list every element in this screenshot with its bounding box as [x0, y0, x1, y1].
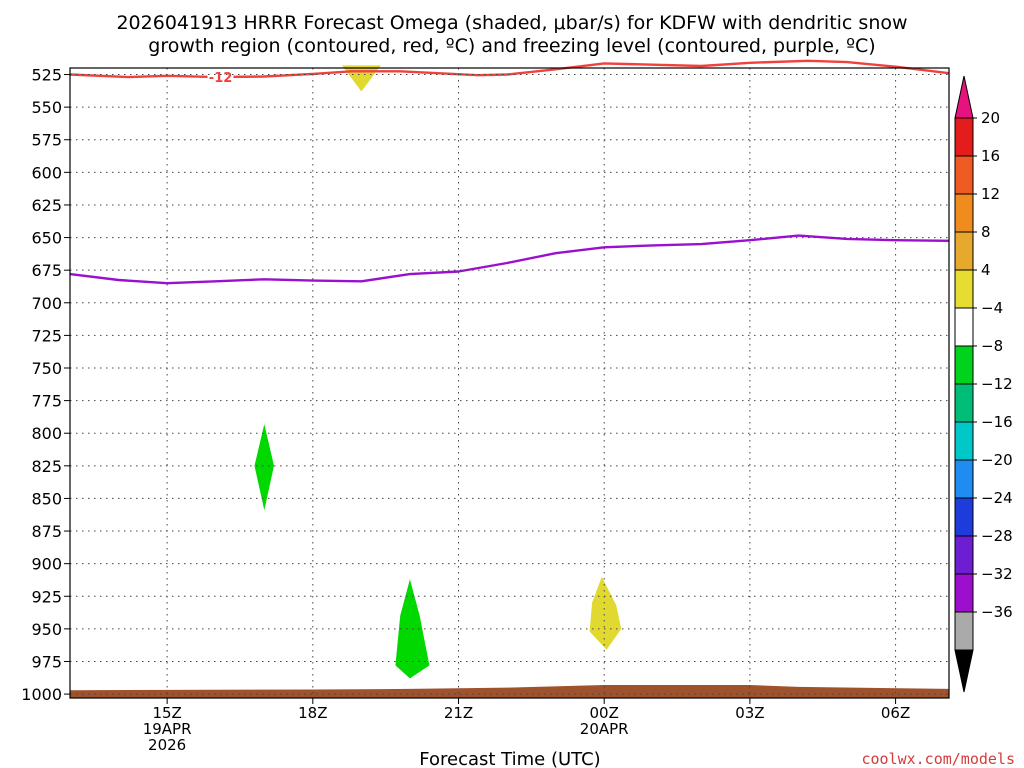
y-tick-label-12: 825: [31, 457, 62, 476]
colorbar-bottom-arrow: [954, 649, 974, 693]
y-tick-label-10: 775: [31, 392, 62, 411]
shaded-area-0: [254, 424, 274, 511]
shaded-area-4: [70, 685, 949, 698]
y-tick-label-14: 875: [31, 522, 62, 541]
y-tick-label-19: 1000: [21, 685, 62, 704]
colorbar-segment-5: [954, 307, 974, 347]
colorbar-label-7: −12: [981, 375, 1013, 393]
colorbar-segment-7: [954, 383, 974, 423]
y-tick-label-15: 900: [31, 555, 62, 574]
y-tick-label-13: 850: [31, 489, 62, 508]
y-tick-label-5: 650: [31, 229, 62, 248]
colorbar-label-0: 20: [981, 109, 1000, 127]
y-tick-label-4: 625: [31, 196, 62, 215]
colorbar-segment-4: [954, 269, 974, 309]
x-tick-label-1-0: 18Z: [298, 704, 327, 722]
y-tick-label-2: 575: [31, 131, 62, 150]
plot-frame: [69, 67, 950, 699]
y-tick-label-16: 925: [31, 587, 62, 606]
colorbar-label-10: −24: [981, 489, 1013, 507]
colorbar-segment-1: [954, 155, 974, 195]
colorbar-segment-0: [954, 117, 974, 157]
y-tick-label-18: 975: [31, 652, 62, 671]
colorbar-segment-11: [954, 535, 974, 575]
x-tick-label-4-0: 03Z: [735, 704, 764, 722]
y-tick-label-11: 800: [31, 424, 62, 443]
colorbar-segment-3: [954, 231, 974, 271]
colorbar-segment-12: [954, 573, 974, 613]
x-tick-label-0-1: 19APR: [143, 720, 192, 738]
colorbar-segment-13: [954, 611, 974, 651]
y-tick-label-7: 700: [31, 294, 62, 313]
contour-label-0: -12: [209, 71, 233, 86]
x-tick-label-0-2: 2026: [148, 736, 186, 754]
colorbar-label-3: 8: [981, 223, 991, 241]
colorbar-label-6: −8: [981, 337, 1003, 355]
chart-title-line-2: growth region (contoured, red, ºC) and f…: [148, 35, 875, 57]
plot-area: -12: [69, 59, 950, 698]
contour-label-bg-0: [207, 70, 234, 85]
colorbar-label-1: 16: [981, 147, 1000, 165]
x-tick-label-3-1: 20APR: [580, 720, 629, 738]
shaded-area-3: [342, 65, 381, 92]
colorbar-segment-6: [954, 345, 974, 385]
colorbar-segment-9: [954, 459, 974, 499]
x-axis-title: Forecast Time (UTC): [419, 749, 600, 768]
colorbar-label-12: −32: [981, 565, 1013, 583]
contour-line-0: [69, 59, 950, 79]
colorbar-label-4: 4: [981, 261, 991, 279]
y-tick-label-8: 725: [31, 326, 62, 345]
contour-line-1: [69, 234, 950, 285]
y-tick-label-9: 750: [31, 359, 62, 378]
y-tick-label-6: 675: [31, 261, 62, 280]
y-tick-label-3: 600: [31, 163, 62, 182]
chart-title-line-1: 2026041913 HRRR Forecast Omega (shaded, …: [116, 12, 907, 34]
colorbar-segment-2: [954, 193, 974, 233]
colorbar-label-13: −36: [981, 603, 1013, 621]
y-tick-label-1: 550: [31, 98, 62, 117]
colorbar-segment-8: [954, 421, 974, 461]
colorbar-label-8: −16: [981, 413, 1013, 431]
shaded-area-2: [589, 576, 622, 650]
colorbar-label-11: −28: [981, 527, 1013, 545]
grid-lines: [70, 68, 949, 698]
x-tick-label-3-0: 00Z: [590, 704, 619, 722]
colorbar-label-9: −20: [981, 451, 1013, 469]
colorbar-segment-10: [954, 497, 974, 537]
y-tick-label-0: 525: [31, 66, 62, 85]
credit-text: coolwx.com/models: [861, 750, 1015, 768]
x-tick-label-2-0: 21Z: [444, 704, 473, 722]
colorbar-label-2: 12: [981, 185, 1000, 203]
x-tick-label-0-0: 15Z: [152, 704, 181, 722]
colorbar: 20 16 12 8 4 −4 −8 −12 −16 −20 −24 −28 −32 −36: [954, 75, 1013, 693]
colorbar-top-arrow: [954, 75, 974, 119]
y-axis: 525 550 575 600 625 650 675 700 725 750 775 800 825 8…: [21, 66, 70, 704]
y-tick-label-17: 950: [31, 620, 62, 639]
x-tick-label-5-0: 06Z: [881, 704, 910, 722]
colorbar-label-5: −4: [981, 299, 1003, 317]
